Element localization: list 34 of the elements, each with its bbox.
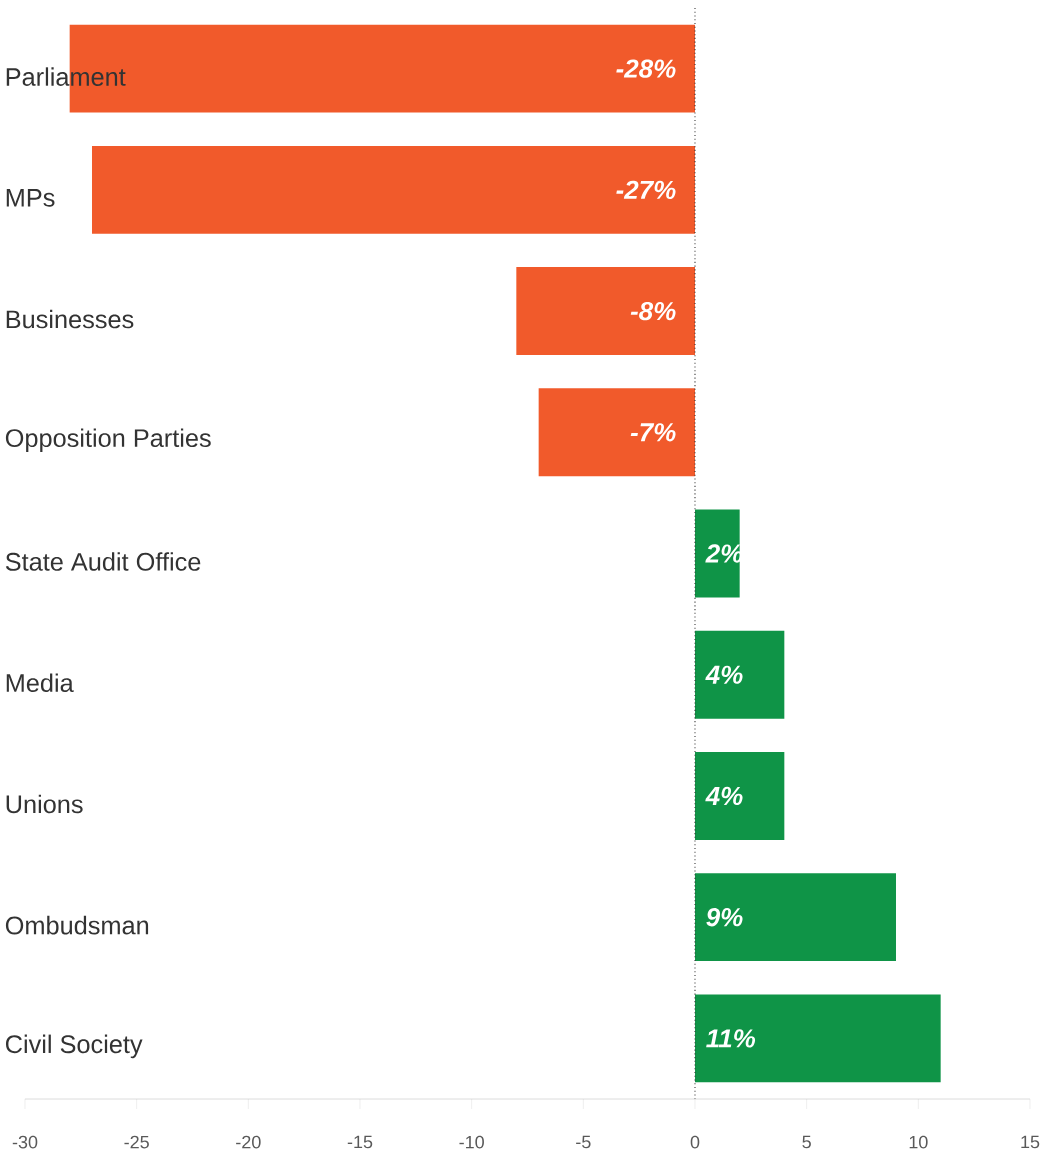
- bar: [695, 994, 941, 1083]
- data-label: -28%: [616, 59, 676, 78]
- y-tick-label: Businesses: [6, 309, 134, 329]
- x-tick-label: -10: [459, 1135, 484, 1149]
- bar: [695, 630, 785, 719]
- bar: [92, 145, 695, 234]
- bar: [695, 873, 896, 962]
- bar: [695, 509, 740, 598]
- x-tick-label: -25: [124, 1135, 149, 1149]
- data-label: -27%: [616, 180, 676, 200]
- y-tick-label: Civil Society: [5, 1034, 143, 1059]
- x-tick-label: -5: [576, 1135, 591, 1149]
- data-label: 9%: [706, 907, 743, 927]
- data-label: -7%: [630, 423, 676, 442]
- y-tick-label: Ombudsman: [5, 915, 149, 935]
- x-tick-label: -20: [236, 1135, 261, 1149]
- x-tick-label: -15: [347, 1135, 373, 1149]
- y-tick-label: Unions: [6, 794, 83, 814]
- data-label: -8%: [630, 301, 676, 321]
- x-tick-label: -30: [12, 1135, 38, 1149]
- bar: [538, 388, 695, 477]
- y-tick-label: MPs: [6, 189, 55, 207]
- x-tick-label: 5: [802, 1135, 811, 1149]
- x-tick-label: 10: [909, 1135, 928, 1149]
- bar: [695, 752, 785, 840]
- x-tick-label: 15: [1021, 1135, 1040, 1149]
- x-tick-label: 0: [690, 1135, 700, 1149]
- data-label: 4%: [705, 786, 743, 806]
- bar: [516, 267, 695, 356]
- data-label: 4%: [705, 665, 743, 684]
- y-tick-label: Media: [6, 673, 74, 693]
- data-label: 11%: [706, 1029, 756, 1048]
- y-tick-label: State Audit Office: [5, 552, 201, 571]
- y-tick-label: Opposition Parties: [5, 428, 211, 453]
